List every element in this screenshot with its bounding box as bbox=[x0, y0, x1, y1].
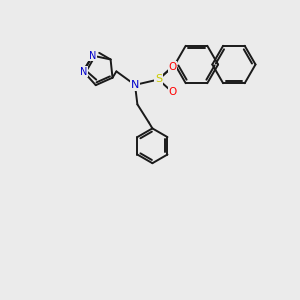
Text: N: N bbox=[80, 67, 87, 76]
Text: O: O bbox=[168, 61, 177, 72]
Text: N: N bbox=[89, 51, 96, 61]
Text: O: O bbox=[168, 87, 177, 98]
Text: N: N bbox=[131, 80, 139, 90]
Text: S: S bbox=[155, 74, 162, 85]
